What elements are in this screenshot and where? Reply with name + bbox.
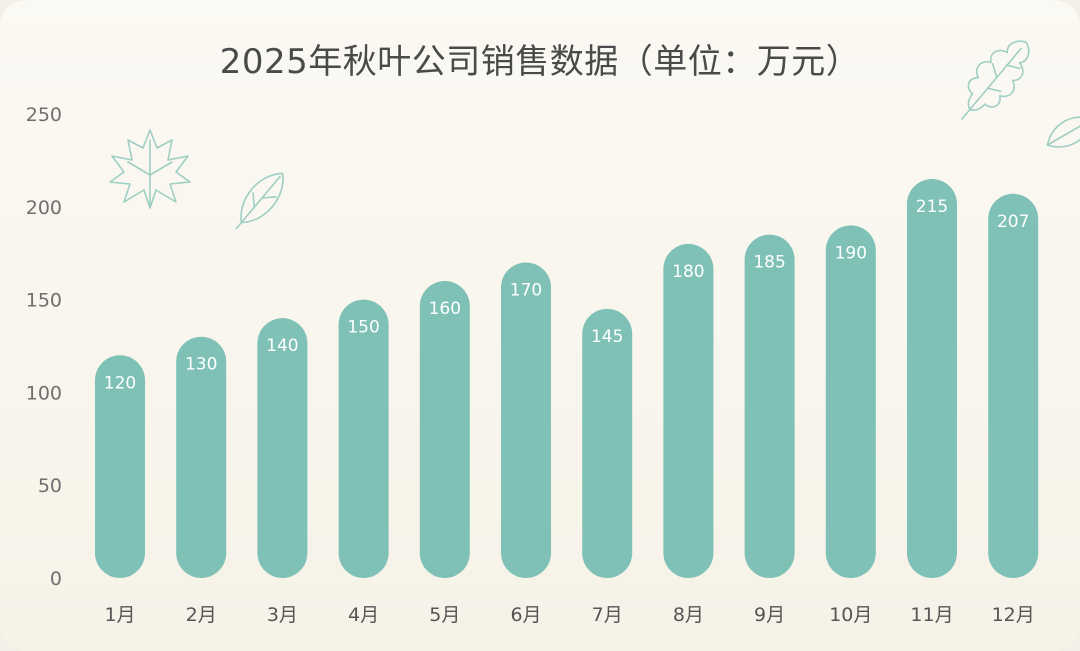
- x-tick-label: 11月: [910, 604, 953, 626]
- chart-title: 2025年秋叶公司销售数据（单位：万元）: [219, 42, 861, 82]
- leaf-icon: [235, 172, 284, 230]
- bar: [501, 262, 551, 578]
- bar-value-label: 207: [997, 212, 1029, 232]
- bar-value-label: 140: [266, 336, 298, 356]
- maple-leaf-icon: [109, 129, 191, 209]
- bar-value-label: 120: [104, 373, 136, 393]
- bar: [988, 193, 1039, 579]
- y-tick-label: 150: [26, 290, 62, 312]
- oak-leaf-icon: [961, 40, 1030, 120]
- y-tick-label: 250: [26, 104, 62, 126]
- x-tick-label: 2月: [186, 604, 217, 626]
- bar: [176, 336, 227, 578]
- bar-value-label: 130: [185, 355, 217, 375]
- bar: [744, 234, 795, 578]
- bar: [338, 299, 389, 578]
- bar-value-label: 185: [753, 253, 785, 273]
- x-tick-label: 3月: [267, 604, 298, 626]
- y-tick-label: 50: [38, 475, 62, 497]
- x-tick-label: 4月: [348, 604, 379, 626]
- x-tick-label: 5月: [429, 604, 460, 626]
- bar-value-label: 150: [347, 318, 379, 338]
- x-tick-label: 1月: [104, 604, 135, 626]
- leaf-icon: [1046, 116, 1080, 148]
- bar: [825, 225, 876, 579]
- bar-value-label: 190: [835, 243, 867, 263]
- bar: [663, 243, 714, 579]
- x-tick-label: 12月: [992, 604, 1035, 626]
- x-tick-label: 9月: [754, 604, 785, 626]
- bar-value-label: 215: [916, 197, 948, 217]
- x-tick-label: 6月: [510, 604, 541, 626]
- bar: [419, 281, 470, 578]
- y-tick-label: 200: [26, 197, 62, 219]
- x-tick-label: 8月: [673, 604, 704, 626]
- y-tick-label: 0: [50, 568, 62, 590]
- bar-value-label: 145: [591, 327, 623, 347]
- bar-value-label: 160: [429, 299, 461, 319]
- x-tick-label: 7月: [592, 604, 623, 626]
- bar: [907, 178, 957, 578]
- y-tick-label: 100: [26, 382, 62, 404]
- bar-value-label: 170: [510, 280, 542, 300]
- bar: [582, 308, 633, 578]
- bar: [95, 355, 145, 578]
- x-tick-label: 10月: [829, 604, 872, 626]
- bar-value-label: 180: [672, 262, 704, 282]
- bar: [257, 318, 308, 578]
